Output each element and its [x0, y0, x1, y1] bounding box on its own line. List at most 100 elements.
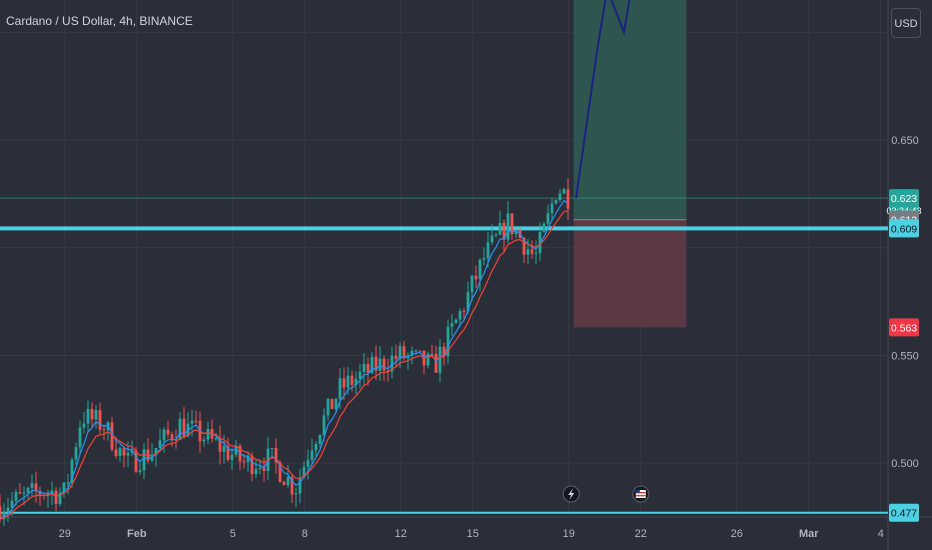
- y-tick-label: 0.650: [891, 135, 919, 147]
- candle-body: [254, 469, 258, 475]
- candle-body: [6, 507, 10, 513]
- candle-body: [498, 222, 502, 235]
- us-flag-icon[interactable]: [632, 485, 650, 503]
- candle-body: [454, 319, 458, 324]
- candle-body: [102, 429, 106, 431]
- candle-body: [0, 506, 2, 520]
- candle-body: [246, 455, 250, 463]
- candle-body: [438, 346, 442, 373]
- candle-body: [22, 492, 26, 494]
- candle-body: [10, 500, 14, 508]
- candle-body: [334, 398, 338, 410]
- candle-body: [90, 408, 94, 420]
- candle-body: [118, 448, 122, 456]
- x-tick-label: Feb: [127, 528, 147, 540]
- candle-body: [374, 356, 378, 371]
- candle-body: [30, 483, 34, 488]
- candle-body: [442, 346, 446, 357]
- candle-body: [94, 410, 98, 420]
- candle-body: [474, 275, 478, 280]
- candle-body: [26, 487, 30, 493]
- candle-body: [134, 450, 138, 472]
- candle-body: [426, 353, 430, 366]
- y-tick-label: 0.550: [891, 350, 919, 362]
- candle-body: [178, 418, 182, 440]
- candle-body: [302, 466, 306, 478]
- candle-body: [542, 223, 546, 232]
- x-tick-label: 8: [302, 528, 308, 540]
- candle-body: [202, 439, 206, 442]
- candle-body: [82, 423, 86, 428]
- candle-body: [414, 350, 418, 352]
- ema-line: [0, 210, 569, 520]
- candle-body: [290, 477, 294, 495]
- flag-stripe: [635, 495, 646, 497]
- candle-body: [58, 492, 62, 504]
- candle-body: [54, 490, 58, 504]
- candle-body: [310, 450, 314, 460]
- candle-body: [566, 189, 570, 209]
- candle-body: [502, 222, 506, 240]
- candle-body: [326, 398, 330, 416]
- candle-body: [318, 435, 322, 444]
- candle-body: [410, 350, 414, 356]
- flash-icon[interactable]: [562, 485, 580, 503]
- candle-body: [170, 434, 174, 440]
- candle-body: [470, 275, 474, 293]
- candle-body: [138, 470, 142, 472]
- candle-body: [162, 429, 166, 441]
- candle-body: [534, 253, 538, 255]
- x-tick-label: 26: [731, 528, 743, 540]
- price-label: 0.609: [889, 219, 919, 238]
- candle-body: [286, 477, 290, 486]
- candle-body: [222, 446, 226, 452]
- x-tick-label: 19: [563, 528, 575, 540]
- candle-body: [338, 378, 342, 399]
- candle-body: [14, 492, 18, 501]
- price-label-bg: [889, 503, 919, 522]
- projection-path[interactable]: [575, 0, 631, 199]
- candle-body: [122, 448, 126, 456]
- candle-body: [206, 429, 210, 440]
- candle-body: [458, 311, 462, 320]
- candle-body: [418, 350, 422, 352]
- candle-body: [394, 355, 398, 360]
- candle-body: [154, 447, 158, 455]
- profit-zone[interactable]: [573, 0, 687, 220]
- candle-body: [522, 237, 526, 255]
- candle-body: [330, 398, 334, 410]
- price-label-bg: [889, 318, 919, 337]
- candle-body: [86, 408, 90, 424]
- candle-body: [346, 375, 350, 388]
- currency-button[interactable]: USD: [891, 8, 921, 38]
- candle-body: [510, 213, 514, 235]
- price-label-text: 0.563: [891, 322, 917, 334]
- candle-body: [98, 410, 102, 430]
- candle-body: [274, 447, 278, 463]
- candle-body: [366, 363, 370, 374]
- loss-zone[interactable]: [573, 219, 687, 328]
- y-tick-label: 0.500: [891, 458, 919, 470]
- candle-body: [482, 258, 486, 260]
- candle-body: [430, 353, 434, 355]
- candle-body: [306, 459, 310, 467]
- flag-stripe: [635, 492, 646, 494]
- candle-body: [2, 512, 6, 520]
- flash-glyph: [568, 488, 575, 500]
- candle-body: [298, 477, 302, 494]
- candle-body: [506, 213, 510, 240]
- candle-body: [314, 443, 318, 451]
- candle-body: [342, 378, 346, 388]
- price-label-text: 0.609: [891, 223, 917, 235]
- candle-body: [354, 378, 358, 385]
- candle-body: [350, 375, 354, 385]
- candle-body: [182, 418, 186, 437]
- x-tick-label: 5: [230, 528, 236, 540]
- candle-body: [114, 449, 118, 456]
- candle-body: [78, 427, 82, 448]
- candle-body: [378, 358, 382, 371]
- candle-body: [486, 242, 490, 259]
- price-label-text: 0.477: [891, 508, 917, 520]
- candle-body: [278, 462, 282, 482]
